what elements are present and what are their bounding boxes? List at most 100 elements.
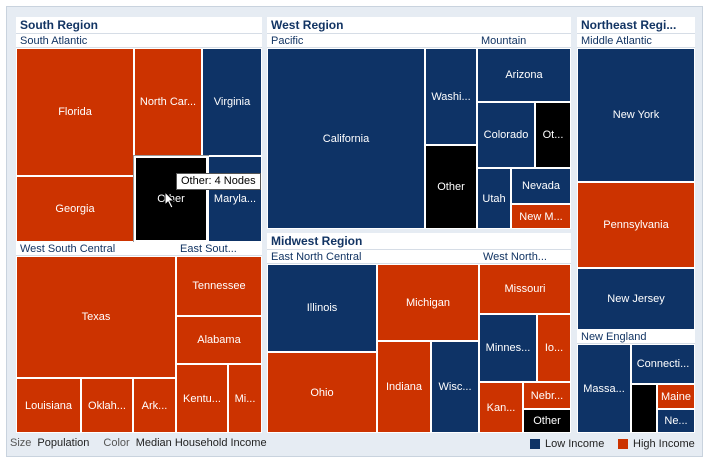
node-missouri-label: Missouri [504,283,546,295]
new-england-title[interactable]: New England [577,330,695,344]
mouse-cursor-icon [164,190,176,214]
node-pennsylvania[interactable]: Pennsylvania [577,182,695,268]
node-wisconsin-label: Wisc... [438,381,472,393]
node-north-carolina[interactable]: North Car... [134,48,202,156]
node-alabama-label: Alabama [197,334,241,346]
node-minnesota[interactable]: Minnes... [479,314,537,382]
node-maryland-label: Maryla... [213,193,257,205]
node-new-york-label: New York [612,109,660,121]
node-maryland[interactable]: Maryla... [208,156,262,242]
node-new-mexico[interactable]: New M... [511,204,571,229]
node-new-hampshire-label: Ne... [664,415,688,427]
node-iowa[interactable]: Io... [537,314,571,382]
south-region-title[interactable]: South Region [16,17,262,34]
node-north-carolina-label: North Car... [139,96,197,108]
west-south-central-title[interactable]: West South Central [16,242,176,256]
node-arkansas[interactable]: Ark... [133,378,176,433]
mountain-title[interactable]: Mountain [477,34,571,48]
node-mississippi-label: Mi... [234,392,256,405]
node-iowa-label: Io... [544,342,564,354]
east-north-central-title[interactable]: East North Central [267,250,479,264]
middle-atlantic-title[interactable]: Middle Atlantic [577,34,695,48]
node-ohio[interactable]: Ohio [267,352,377,433]
node-connecticut-label: Connecti... [636,358,690,370]
node-indiana[interactable]: Indiana [377,341,431,433]
node-pacific-other-label: Other [437,181,465,193]
node-virginia-label: Virginia [213,96,251,108]
west-region-title[interactable]: West Region [267,17,571,34]
node-new-hampshire[interactable]: Ne... [657,409,695,433]
node-washington[interactable]: Washi... [425,48,477,145]
node-minnesota-label: Minnes... [485,342,531,354]
pacific-title[interactable]: Pacific [267,34,477,48]
legend-low: Low Income [530,438,604,450]
node-california-label: California [322,132,370,145]
node-new-jersey[interactable]: New Jersey [577,268,695,330]
color-value: Median Household Income [135,437,267,449]
node-new-mexico-label: New M... [519,210,563,223]
west-north-central-title[interactable]: West North... [479,250,571,264]
west-region: West Region Pacific Mountain California … [267,17,571,229]
node-texas[interactable]: Texas [16,256,176,378]
node-washington-label: Washi... [431,90,471,103]
node-connecticut[interactable]: Connecti... [631,344,695,384]
legend-low-label: Low Income [545,438,605,450]
node-kentucky-label: Kentu... [183,392,221,405]
size-label: Size [10,437,32,449]
node-nebraska[interactable]: Nebr... [523,382,571,409]
size-value: Population [37,437,90,449]
node-michigan[interactable]: Michigan [377,264,479,341]
node-louisiana[interactable]: Louisiana [16,378,81,433]
node-new-jersey-label: New Jersey [607,293,665,305]
legend-high-label: High Income [633,438,695,450]
node-virginia[interactable]: Virginia [202,48,262,156]
node-indiana-label: Indiana [385,381,423,393]
midwest-region-title[interactable]: Midwest Region [267,233,571,250]
northeast-region: Northeast Regi... Middle Atlantic New Yo… [577,17,695,433]
node-west-north-central-other[interactable]: Other [523,409,571,433]
node-wisconsin[interactable]: Wisc... [431,341,479,433]
node-nevada[interactable]: Nevada [511,168,571,204]
node-tennessee[interactable]: Tennessee [176,256,262,316]
node-new-york[interactable]: New York [577,48,695,182]
node-florida-label: Florida [58,106,92,118]
legend-high: High Income [618,438,695,450]
node-utah[interactable]: Utah [477,168,511,229]
node-florida[interactable]: Florida [16,48,134,176]
node-mountain-other[interactable]: Ot... [535,102,571,168]
node-south-atlantic-other[interactable]: Other [133,155,209,243]
treemap-frame: South Region South Atlantic Florida Nort… [6,6,703,457]
node-kentucky[interactable]: Kentu... [176,364,228,433]
node-georgia[interactable]: Georgia [16,176,134,242]
node-maine[interactable]: Maine [657,384,695,409]
node-illinois[interactable]: Illinois [267,264,377,352]
node-pacific-other[interactable]: Other [425,145,477,229]
node-colorado-label: Colorado [483,129,529,141]
node-colorado[interactable]: Colorado [477,102,535,168]
node-tennessee-label: Tennessee [192,280,246,292]
south-region: South Region South Atlantic Florida Nort… [16,17,262,433]
node-alabama[interactable]: Alabama [176,316,262,364]
node-missouri[interactable]: Missouri [479,264,571,314]
node-nevada-label: Nevada [522,180,560,192]
node-massachusetts[interactable]: Massa... [577,344,631,433]
node-illinois-label: Illinois [306,302,338,314]
node-kansas[interactable]: Kan... [479,382,523,433]
node-utah-label: Utah [482,192,506,205]
node-massachusetts-label: Massa... [583,382,625,395]
node-new-england-other[interactable] [631,384,657,433]
node-arizona-label: Arizona [505,69,543,81]
node-oklahoma[interactable]: Oklah... [81,378,133,433]
node-georgia-label: Georgia [55,203,95,215]
node-mississippi[interactable]: Mi... [228,364,262,433]
node-kansas-label: Kan... [486,401,516,414]
northeast-region-title[interactable]: Northeast Regi... [577,17,695,34]
node-michigan-label: Michigan [405,296,451,309]
node-california[interactable]: California [267,48,425,229]
south-atlantic-title[interactable]: South Atlantic [16,34,262,48]
node-tooltip: Other: 4 Nodes [176,173,261,190]
node-west-north-central-other-label: Other [533,415,561,427]
node-pennsylvania-label: Pennsylvania [603,219,669,231]
east-south-central-title[interactable]: East Sout... [176,242,262,256]
node-arizona[interactable]: Arizona [477,48,571,102]
